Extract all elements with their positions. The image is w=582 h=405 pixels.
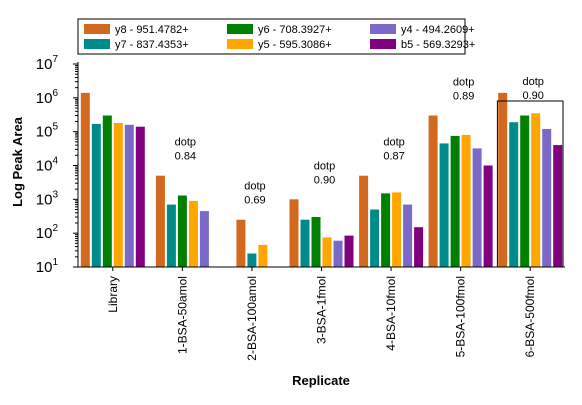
bar-6-3-BSA-1fmol [344, 235, 354, 267]
bar-5-3-BSA-1fmol [333, 240, 343, 267]
bar-6-4-BSA-10fmol [414, 227, 424, 267]
y-tick-label-4: 105 [36, 122, 59, 141]
legend-label-1: y8 - 951.4782+ [115, 24, 189, 36]
axes-layer: Library 1-BSA-50amol 2-BSA-100amol 3-BSA-1f… [36, 54, 565, 361]
bar-1-3-BSA-1fmol [289, 199, 299, 267]
dotp-value-0: 0.84 [175, 151, 196, 163]
dotp-value-1: 0.69 [244, 195, 265, 207]
y-axis-title: Log Peak Area [10, 116, 25, 207]
dotp-label-2: dotp [314, 160, 335, 172]
bar-5-6-BSA-500fmol [542, 129, 552, 267]
legend-swatch-3 [227, 24, 253, 34]
bar-3-4-BSA-10fmol [381, 193, 391, 267]
bar-4-2-BSA-100amol [258, 244, 268, 267]
dotp-label-5: dotp [523, 76, 544, 88]
dotp-label-0: dotp [175, 137, 196, 149]
legend-swatch-1 [84, 24, 110, 34]
legend-label-3: y6 - 708.3927+ [258, 24, 332, 36]
bar-2-3-BSA-1fmol [300, 219, 310, 267]
x-tick-label-5: 5-BSA-100fmol [454, 276, 468, 357]
x-tick-label-1: 1-BSA-50amol [175, 276, 189, 354]
legend-label-6: b5 - 569.3293+ [401, 39, 475, 51]
bar-2-4-BSA-10fmol [370, 209, 380, 267]
x-tick-label-3: 3-BSA-1fmol [315, 276, 329, 344]
legend-swatch-2 [84, 39, 110, 49]
legend-swatch-6 [370, 39, 396, 49]
y-tick-label-0: 101 [36, 257, 59, 276]
bar-5-4-BSA-10fmol [403, 204, 413, 267]
dotp-value-5: 0.90 [523, 90, 544, 102]
bar-1-5-BSA-100fmol [428, 115, 438, 267]
y-tick-label-6: 107 [36, 54, 59, 73]
bar-1-1-BSA-50amol [155, 175, 165, 267]
bar-1-Library [80, 92, 90, 268]
bar-3-5-BSA-100fmol [450, 135, 460, 267]
bar-4-Library [113, 123, 123, 267]
y-tick-label-3: 104 [36, 156, 59, 175]
selected-replicate-box [496, 100, 564, 268]
bar-1-2-BSA-100amol [236, 219, 246, 267]
dotp-label-1: dotp [244, 181, 265, 193]
bar-2-5-BSA-100fmol [439, 143, 449, 267]
bar-5-Library [124, 124, 134, 267]
bar-2-2-BSA-100amol [247, 253, 257, 267]
dotp-value-3: 0.87 [383, 151, 404, 163]
dotp-label-3: dotp [383, 137, 404, 149]
dotp-value-2: 0.90 [314, 174, 335, 186]
bar-3-Library [102, 115, 112, 267]
dotp-label-4: dotp [453, 77, 474, 89]
bar-4-5-BSA-100fmol [461, 134, 471, 267]
dotp-value-4: 0.89 [453, 91, 474, 103]
x-axis-title: Replicate [292, 373, 350, 388]
legend-frame [77, 18, 466, 55]
x-tick-label-4: 4-BSA-10fmol [384, 276, 398, 351]
x-tick-label-0: Library [106, 276, 120, 313]
bar-6-6-BSA-500fmol [553, 145, 563, 267]
x-tick-label-6: 6-BSA-500fmol [523, 276, 537, 357]
annotations-layer: dotp 0.84 dotp 0.69 dotp 0.90 dotp 0.87 dotp 0.89… [175, 76, 544, 207]
y-tick-label-1: 102 [36, 223, 59, 242]
x-tick-label-2: 2-BSA-100amol [245, 276, 259, 361]
bar-1-4-BSA-10fmol [359, 175, 369, 267]
legend-swatch-4 [227, 39, 253, 49]
bar-4-6-BSA-500fmol [531, 113, 541, 267]
bar-2-Library [91, 123, 101, 268]
y-tick-label-5: 106 [36, 88, 59, 107]
bar-4-4-BSA-10fmol [392, 192, 402, 267]
bar-6-5-BSA-100fmol [483, 165, 493, 267]
bar-2-6-BSA-500fmol [509, 122, 519, 267]
bar-2-1-BSA-50amol [166, 204, 176, 267]
bar-4-3-BSA-1fmol [322, 237, 332, 267]
legend-swatch-5 [370, 24, 396, 34]
bar-1-6-BSA-500fmol [498, 92, 508, 268]
legend-label-2: y7 - 837.4353+ [115, 39, 189, 51]
bar-5-5-BSA-100fmol [472, 148, 482, 267]
y-tick-label-2: 103 [36, 189, 59, 208]
bars-layer [80, 92, 564, 268]
legend-label-4: y5 - 595.3086+ [258, 39, 332, 51]
bar-5-1-BSA-50amol [199, 211, 209, 267]
legend-label-5: y4 - 494.2609+ [401, 24, 475, 36]
bar-6-Library [135, 126, 145, 267]
bar-3-3-BSA-1fmol [311, 217, 321, 267]
bar-3-6-BSA-500fmol [520, 115, 530, 267]
legend: y8 - 951.4782+ y7 - 837.4353+ y6 - 708.392… [77, 18, 475, 55]
bar-4-1-BSA-50amol [188, 200, 198, 267]
bar-3-1-BSA-50amol [177, 195, 187, 267]
